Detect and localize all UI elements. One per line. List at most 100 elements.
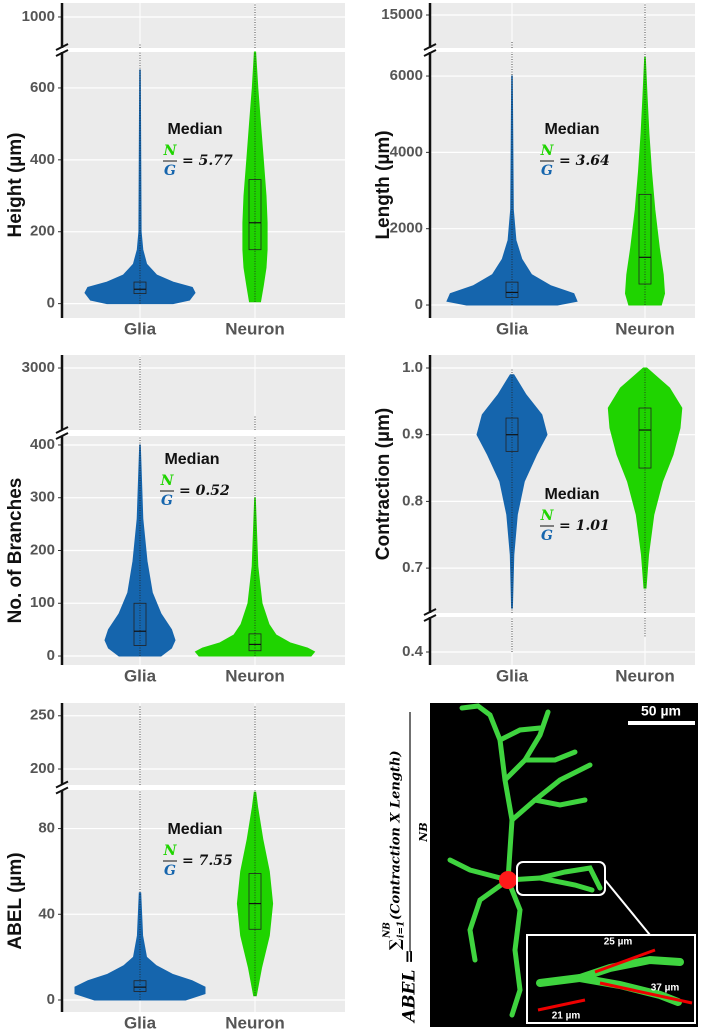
formula-term: (Contraction X Length) xyxy=(389,750,404,920)
y-tick-label: 100 xyxy=(30,594,55,611)
chart-panel: 0 2000 4000 6000 15000 Glia Neuron Length (µm) M… xyxy=(373,3,695,338)
annotation-title: Median xyxy=(164,451,219,468)
formula: ABEL = ∑ NB i=1 (Contraction X Length) N… xyxy=(383,712,430,1024)
annotation-numerator: N xyxy=(160,473,175,489)
plot-background xyxy=(62,355,345,430)
annotation-title: Median xyxy=(167,821,222,838)
axis-break xyxy=(423,608,437,616)
plot-background xyxy=(430,617,695,665)
y-tick-label: 2000 xyxy=(390,220,423,237)
box xyxy=(248,873,262,930)
box xyxy=(505,281,519,298)
scale-label: 50 µm xyxy=(641,703,681,719)
formula-sum: ∑ xyxy=(386,938,404,950)
axis-break xyxy=(55,780,69,789)
axis-break xyxy=(55,43,69,51)
chart-panel: 0 100 200 300 400 3000 Glia Neuron No. of Branch… xyxy=(5,355,345,685)
chart-panel: 0.7 0.8 0.9 1.0 0.4 Glia Neuron Contraction (µm… xyxy=(373,355,695,685)
x-tick-label: Glia xyxy=(496,666,529,685)
y-tick-label: 0.7 xyxy=(402,559,423,576)
plot-background xyxy=(62,703,345,785)
chart-panel: 0 40 80 200 250 Glia Neuron ABEL (µm) Median NG = … xyxy=(5,703,345,1032)
y-tick-label: 4000 xyxy=(390,143,423,160)
x-tick-label: Glia xyxy=(124,1013,157,1032)
x-tick-label: Glia xyxy=(124,666,157,685)
y-tick-label: 0 xyxy=(47,295,55,312)
y-tick-label: 80 xyxy=(38,820,55,837)
y-tick-label: 200 xyxy=(30,223,55,240)
y-tick-label: 0.9 xyxy=(402,426,423,443)
y-axis-label: Contraction (µm) xyxy=(373,408,394,560)
chart-panel: 0 200 400 600 1000 Glia Neuron Height (µm) Media… xyxy=(5,3,345,338)
y-tick-label: 3000 xyxy=(22,359,55,376)
annotation-title: Median xyxy=(544,486,599,503)
axis-break xyxy=(423,43,437,51)
y-axis-label: ABEL (µm) xyxy=(5,852,26,949)
box xyxy=(133,980,147,992)
box xyxy=(638,407,652,469)
y-tick-label: 40 xyxy=(38,905,55,922)
axis-break xyxy=(55,786,69,795)
formula-sum-bottom: i=1 xyxy=(397,921,407,938)
y-tick-label: 0.4 xyxy=(402,643,424,660)
x-tick-label: Glia xyxy=(496,319,529,338)
annotation-denominator: G xyxy=(541,163,553,179)
violin xyxy=(236,791,274,997)
x-tick-label: Neuron xyxy=(615,319,675,338)
y-tick-label: 0 xyxy=(47,991,55,1008)
segment-label: 21 µm xyxy=(552,1011,581,1022)
y-tick-label: 0 xyxy=(415,296,423,313)
axis-break xyxy=(423,49,437,57)
axis-break xyxy=(55,49,69,57)
violin xyxy=(446,75,578,306)
annotation-numerator: N xyxy=(540,143,555,159)
violin xyxy=(74,892,206,1001)
y-axis-label: Length (µm) xyxy=(373,130,394,239)
y-tick-label: 600 xyxy=(30,79,55,96)
zoom-line xyxy=(604,879,651,936)
axis-break xyxy=(423,614,437,622)
plot-background xyxy=(430,3,695,48)
annotation-value: = 0.52 xyxy=(179,483,230,499)
zoom-box xyxy=(516,861,606,896)
annotation-value: = 1.01 xyxy=(559,518,610,534)
micrograph-panel: 50 µm 25 µm 37 µm 21 µm xyxy=(430,703,698,1027)
annotation-numerator: N xyxy=(540,508,555,524)
violin xyxy=(476,374,548,609)
cell-branches xyxy=(447,703,603,1018)
y-tick-label: 400 xyxy=(30,151,55,168)
y-tick-label: 1.0 xyxy=(402,359,423,376)
axis-break xyxy=(55,432,69,440)
y-tick-label: 250 xyxy=(30,707,55,724)
formula-sum-top: NB xyxy=(383,922,393,939)
y-tick-label: 0.8 xyxy=(402,492,423,509)
annotation-value: = 3.64 xyxy=(559,153,610,169)
box xyxy=(133,602,147,646)
formula-lhs: ABEL = xyxy=(400,949,420,1024)
box xyxy=(248,633,262,652)
annotation-denominator: G xyxy=(164,863,176,879)
y-axis-label: No. of Branches xyxy=(5,478,26,624)
segment-label: 25 µm xyxy=(604,937,633,948)
axis-break xyxy=(55,426,69,434)
annotation-denominator: G xyxy=(541,528,553,544)
y-axis-label: Height (µm) xyxy=(5,133,26,238)
x-tick-label: Neuron xyxy=(225,1013,285,1032)
segment-label: 37 µm xyxy=(651,983,680,994)
x-tick-label: Neuron xyxy=(615,666,675,685)
x-tick-label: Neuron xyxy=(225,666,285,685)
y-tick-label: 6000 xyxy=(390,67,423,84)
y-tick-label: 200 xyxy=(30,760,55,777)
box xyxy=(248,179,262,251)
plot-background xyxy=(62,52,345,318)
annotation-value: = 5.77 xyxy=(182,153,233,169)
y-tick-label: 400 xyxy=(30,436,55,453)
y-tick-label: 0 xyxy=(47,647,55,664)
annotation-title: Median xyxy=(167,121,222,138)
box xyxy=(638,193,652,285)
y-tick-label: 15000 xyxy=(381,6,423,23)
annotation-denominator: G xyxy=(161,493,173,509)
x-tick-label: Neuron xyxy=(225,319,285,338)
segment-lines xyxy=(537,948,693,1012)
